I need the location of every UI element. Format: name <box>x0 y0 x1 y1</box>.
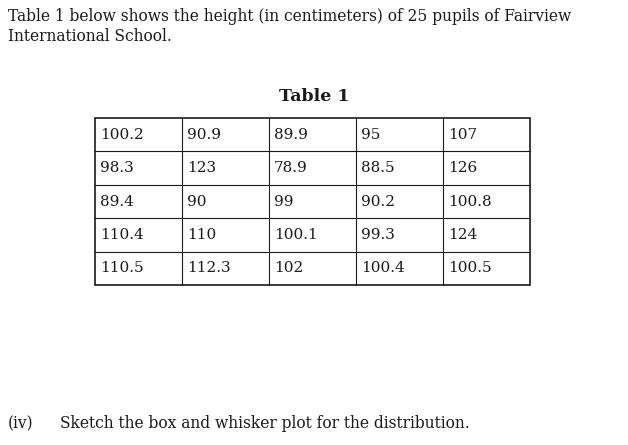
Text: Sketch the box and whisker plot for the distribution.: Sketch the box and whisker plot for the … <box>60 415 470 432</box>
Text: 89.4: 89.4 <box>100 194 134 209</box>
Text: 102: 102 <box>274 261 303 275</box>
Text: 99: 99 <box>274 194 293 209</box>
Text: 112.3: 112.3 <box>187 261 230 275</box>
Text: 90: 90 <box>187 194 207 209</box>
Text: 100.5: 100.5 <box>448 261 492 275</box>
Text: 100.2: 100.2 <box>100 128 144 142</box>
Text: 107: 107 <box>448 128 477 142</box>
Text: 123: 123 <box>187 161 216 175</box>
Text: International School.: International School. <box>8 28 172 45</box>
Text: Table 1: Table 1 <box>279 88 349 105</box>
Text: 98.3: 98.3 <box>100 161 134 175</box>
Text: 99.3: 99.3 <box>361 228 395 242</box>
Text: 110: 110 <box>187 228 216 242</box>
Text: 124: 124 <box>448 228 477 242</box>
Text: 110.4: 110.4 <box>100 228 144 242</box>
Text: 90.9: 90.9 <box>187 128 221 142</box>
Text: (iv): (iv) <box>8 415 34 432</box>
Text: 90.2: 90.2 <box>361 194 395 209</box>
Text: 78.9: 78.9 <box>274 161 308 175</box>
Text: 89.9: 89.9 <box>274 128 308 142</box>
Text: 110.5: 110.5 <box>100 261 144 275</box>
Text: Table 1 below shows the height (in centimeters) of 25 pupils of Fairview: Table 1 below shows the height (in centi… <box>8 8 571 25</box>
Text: 100.4: 100.4 <box>361 261 405 275</box>
Text: 100.8: 100.8 <box>448 194 492 209</box>
Text: 100.1: 100.1 <box>274 228 318 242</box>
Text: 126: 126 <box>448 161 477 175</box>
Text: 88.5: 88.5 <box>361 161 394 175</box>
Text: 95: 95 <box>361 128 381 142</box>
Bar <box>95 118 530 285</box>
